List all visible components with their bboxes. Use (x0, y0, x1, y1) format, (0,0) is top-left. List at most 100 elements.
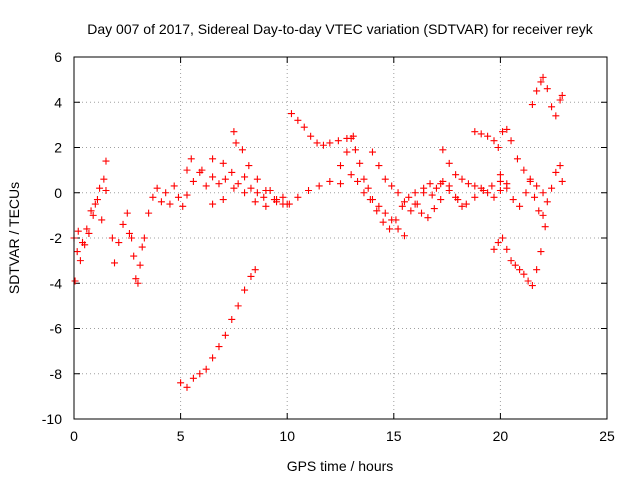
data-point (153, 184, 161, 192)
data-point (326, 139, 334, 147)
data-point (418, 209, 426, 217)
data-point (437, 180, 445, 188)
data-point (183, 166, 191, 174)
data-point (379, 218, 387, 226)
data-point (426, 180, 434, 188)
data-point (556, 96, 564, 104)
data-point (388, 182, 396, 190)
data-point (300, 123, 308, 131)
data-point (313, 139, 321, 147)
data-point (366, 196, 374, 204)
data-point (149, 193, 157, 201)
data-point (283, 200, 291, 208)
data-point (247, 184, 255, 192)
data-point (411, 189, 419, 197)
data-point (273, 196, 281, 204)
data-point (170, 182, 178, 190)
data-point (381, 209, 389, 217)
data-point (533, 87, 541, 95)
y-tick-label: 4 (54, 94, 62, 110)
data-point (539, 211, 547, 219)
data-point (287, 110, 295, 118)
data-point (326, 177, 334, 185)
data-point (558, 91, 566, 99)
data-point (528, 282, 536, 290)
grid-lines (74, 57, 607, 419)
data-point (238, 146, 246, 154)
data-point (494, 239, 502, 247)
data-point (189, 374, 197, 382)
data-point (209, 200, 217, 208)
data-point (364, 184, 372, 192)
data-point (477, 130, 485, 138)
data-point (247, 272, 255, 280)
data-point (234, 302, 242, 310)
y-tick-label: -8 (50, 366, 63, 382)
data-point (262, 202, 270, 210)
data-point (241, 173, 249, 181)
data-point (548, 103, 556, 111)
data-point (445, 159, 453, 167)
data-point (558, 177, 566, 185)
data-point (490, 193, 498, 201)
data-point (537, 248, 545, 256)
data-point (484, 132, 492, 140)
data-point (522, 189, 530, 197)
data-point (294, 116, 302, 124)
data-point (471, 128, 479, 136)
data-point (496, 171, 504, 179)
data-point (454, 196, 462, 204)
data-point (187, 155, 195, 163)
data-point (228, 168, 236, 176)
data-point (507, 137, 515, 145)
data-point (535, 207, 543, 215)
data-point (503, 184, 511, 192)
data-point (533, 182, 541, 190)
data-point (488, 182, 496, 190)
data-point (513, 155, 521, 163)
data-point (221, 175, 229, 183)
data-point (413, 200, 421, 208)
data-point (490, 245, 498, 253)
data-point (496, 177, 504, 185)
data-point (552, 168, 560, 176)
data-point (445, 186, 453, 194)
data-point (202, 365, 210, 373)
data-point (334, 137, 342, 145)
x-axis-label: GPS time / hours (287, 458, 394, 474)
data-point (392, 216, 400, 224)
axis-ticks: 0 5 10 15 20 25 -10 -8 -6 -4 -2 0 2 4 6 (42, 49, 615, 444)
data-point (424, 214, 432, 222)
data-point (368, 148, 376, 156)
data-point (251, 266, 259, 274)
data-point (537, 78, 545, 86)
data-point (260, 193, 268, 201)
data-point (490, 137, 498, 145)
data-point (76, 257, 84, 265)
data-point (209, 155, 217, 163)
data-point (337, 162, 344, 170)
x-tick-label: 5 (177, 428, 185, 444)
x-tick-label: 15 (386, 428, 402, 444)
data-point (360, 189, 368, 197)
data-point (253, 189, 261, 197)
data-point (509, 196, 517, 204)
data-point (198, 166, 206, 174)
data-point (215, 180, 223, 188)
data-point (102, 157, 110, 165)
data-point (528, 101, 536, 109)
data-point (556, 162, 564, 170)
data-point (458, 175, 466, 183)
data-point (524, 277, 532, 285)
data-point (400, 198, 408, 206)
data-point (375, 202, 383, 210)
x-tick-label: 10 (279, 428, 295, 444)
data-point (420, 184, 428, 192)
plot-frame (73, 56, 608, 420)
data-point (71, 277, 79, 285)
data-point (111, 259, 119, 267)
data-point (526, 177, 534, 185)
data-point (539, 189, 547, 197)
data-point (74, 227, 82, 235)
